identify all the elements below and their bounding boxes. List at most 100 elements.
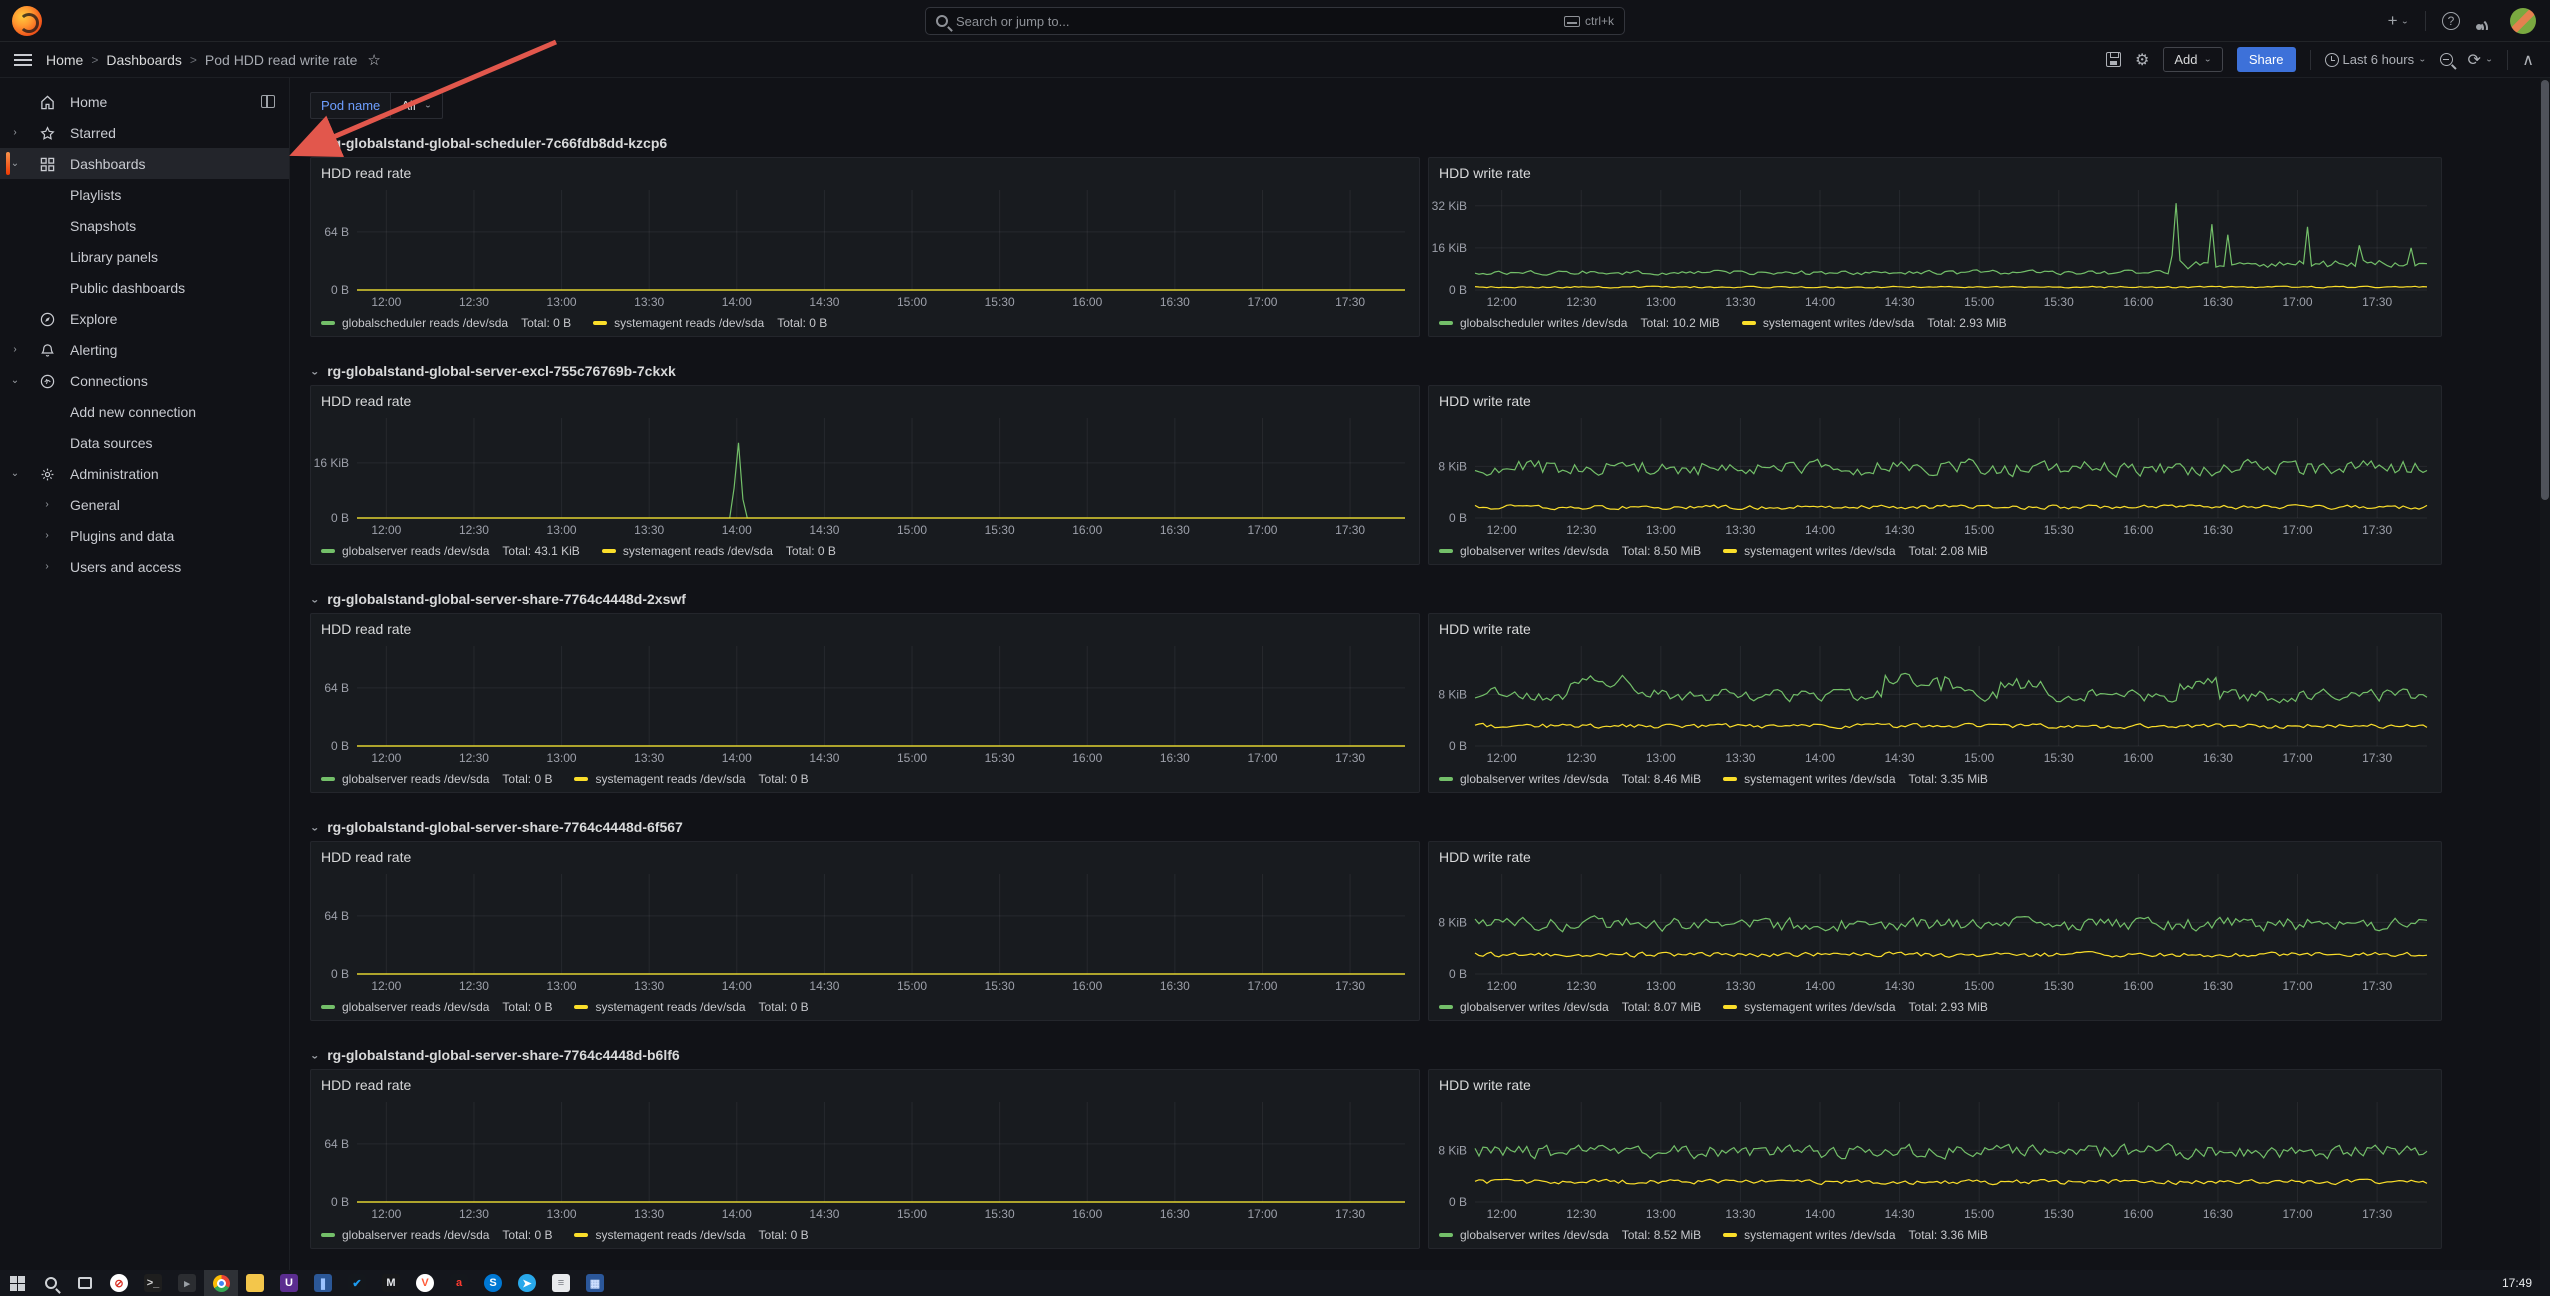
panel-title[interactable]: HDD write rate [1429, 386, 2441, 412]
taskbar-terminal[interactable]: ▸ [170, 1270, 204, 1296]
legend-item[interactable]: globalserver reads /dev/sdaTotal: 0 B [321, 1228, 552, 1242]
chevron-down-icon[interactable]: ⌄ [0, 158, 30, 169]
timeseries-chart[interactable]: 12:0012:3013:0013:3014:0014:3015:0015:30… [311, 1096, 1419, 1224]
timeseries-chart[interactable]: 12:0012:3013:0013:3014:0014:3015:0015:30… [1429, 868, 2441, 996]
sidebar-item-general[interactable]: ›General [0, 489, 289, 520]
variable-pod-name-label[interactable]: Pod name [310, 92, 390, 119]
row-header[interactable]: ⌄ rg-globalstand-global-server-excl-755c… [310, 357, 2550, 385]
sidebar-item-add-new-connection[interactable]: Add new connection [0, 396, 289, 427]
timeseries-chart[interactable]: 12:0012:3013:0013:3014:0014:3015:0015:30… [311, 184, 1419, 312]
row-header[interactable]: ⌄ rg-globalstand-global-server-share-776… [310, 585, 2550, 613]
panel-title[interactable]: HDD write rate [1429, 1070, 2441, 1096]
panel-title[interactable]: HDD read rate [311, 1070, 1419, 1096]
row-header[interactable]: ⌄ rg-globalstand-global-scheduler-7c66fd… [310, 129, 2550, 157]
taskbar-app-blue-window[interactable]: ❚ [306, 1270, 340, 1296]
legend-item[interactable]: globalserver writes /dev/sdaTotal: 8.50 … [1439, 544, 1701, 558]
panel-title[interactable]: HDD write rate [1429, 842, 2441, 868]
legend-item[interactable]: systemagent writes /dev/sdaTotal: 2.93 M… [1723, 1000, 1988, 1014]
favorite-star-icon[interactable]: ☆ [367, 51, 380, 69]
legend-item[interactable]: systemagent writes /dev/sdaTotal: 2.93 M… [1742, 316, 2007, 330]
timeseries-chart[interactable]: 12:0012:3013:0013:3014:0014:3015:0015:30… [311, 412, 1419, 540]
legend-item[interactable]: globalserver writes /dev/sdaTotal: 8.07 … [1439, 1000, 1701, 1014]
timeseries-chart[interactable]: 12:0012:3013:0013:3014:0014:3015:0015:30… [1429, 640, 2441, 768]
chevron-right-icon[interactable]: › [30, 530, 64, 541]
sidebar-item-library-panels[interactable]: Library panels [0, 241, 289, 272]
chevron-down-icon[interactable]: ⌄ [0, 375, 30, 386]
timeseries-chart[interactable]: 12:0012:3013:0013:3014:0014:3015:0015:30… [1429, 1096, 2441, 1224]
timeseries-chart[interactable]: 12:0012:3013:0013:3014:0014:3015:0015:30… [311, 640, 1419, 768]
taskbar-task-view-button[interactable] [68, 1270, 102, 1296]
taskbar-app-dark[interactable]: M [374, 1270, 408, 1296]
sidebar-item-data-sources[interactable]: Data sources [0, 427, 289, 458]
legend-item[interactable]: systemagent writes /dev/sdaTotal: 3.36 M… [1723, 1228, 1988, 1242]
chevron-right-icon[interactable]: › [30, 561, 64, 572]
taskbar-notepad[interactable]: ≡ [544, 1270, 578, 1296]
panel-title[interactable]: HDD write rate [1429, 614, 2441, 640]
sidebar-item-starred[interactable]: ›Starred [0, 117, 289, 148]
legend-item[interactable]: globalserver writes /dev/sdaTotal: 8.46 … [1439, 772, 1701, 786]
panel-title[interactable]: HDD read rate [311, 158, 1419, 184]
variable-pod-name-select[interactable]: All⌄ [390, 92, 443, 119]
taskbar-app-u-purple[interactable]: U [272, 1270, 306, 1296]
zoom-out-button[interactable] [2440, 53, 2453, 66]
taskbar-app-a-red[interactable]: a [442, 1270, 476, 1296]
breadcrumb-item[interactable]: Home [46, 52, 83, 68]
dock-menu-icon[interactable] [261, 95, 275, 108]
taskbar-app-check-blue[interactable]: ✔ [340, 1270, 374, 1296]
legend-item[interactable]: globalscheduler reads /dev/sdaTotal: 0 B [321, 316, 571, 330]
sidebar-item-administration[interactable]: ⌄Administration [0, 458, 289, 489]
taskbar-file-explorer[interactable] [238, 1270, 272, 1296]
taskbar-telegram[interactable]: ➤ [510, 1270, 544, 1296]
add-button[interactable]: Add⌄ [2163, 47, 2223, 72]
save-dashboard-button[interactable] [2106, 52, 2121, 67]
legend-item[interactable]: systemagent writes /dev/sdaTotal: 2.08 M… [1723, 544, 1988, 558]
legend-item[interactable]: systemagent reads /dev/sdaTotal: 0 B [574, 772, 808, 786]
chevron-right-icon[interactable]: › [0, 344, 30, 355]
news-icon[interactable] [2476, 12, 2494, 30]
taskbar-search-button[interactable] [34, 1270, 68, 1296]
panel-title[interactable]: HDD write rate [1429, 158, 2441, 184]
sidebar-item-alerting[interactable]: ›Alerting [0, 334, 289, 365]
sidebar-item-users-and-access[interactable]: ›Users and access [0, 551, 289, 582]
legend-item[interactable]: systemagent reads /dev/sdaTotal: 0 B [574, 1000, 808, 1014]
legend-item[interactable]: globalserver reads /dev/sdaTotal: 43.1 K… [321, 544, 580, 558]
taskbar-start-button[interactable] [0, 1270, 34, 1296]
collapse-toolbar-icon[interactable]: ∧ [2522, 50, 2534, 70]
panel-title[interactable]: HDD read rate [311, 842, 1419, 868]
dashboard-settings-icon[interactable]: ⚙ [2135, 50, 2149, 70]
sidebar-item-explore[interactable]: Explore [0, 303, 289, 334]
breadcrumb-item[interactable]: Dashboards [106, 52, 182, 68]
scrollbar-thumb[interactable] [2541, 80, 2549, 500]
avatar[interactable] [2510, 8, 2536, 34]
breadcrumb-item[interactable]: Pod HDD read write rate [205, 52, 358, 68]
chevron-down-icon[interactable]: ⌄ [0, 468, 30, 479]
sidebar-item-dashboards[interactable]: ⌄Dashboards [0, 148, 289, 179]
panel-title[interactable]: HDD read rate [311, 386, 1419, 412]
legend-item[interactable]: globalserver reads /dev/sdaTotal: 0 B [321, 1000, 552, 1014]
taskbar-app-blue-doc[interactable]: ▦ [578, 1270, 612, 1296]
chevron-right-icon[interactable]: › [30, 499, 64, 510]
legend-item[interactable]: systemagent reads /dev/sdaTotal: 0 B [602, 544, 836, 558]
sidebar-item-playlists[interactable]: Playlists [0, 179, 289, 210]
timeseries-chart[interactable]: 12:0012:3013:0013:3014:0014:3015:0015:30… [1429, 184, 2441, 312]
taskbar-command-prompt[interactable]: >_ [136, 1270, 170, 1296]
new-menu-button[interactable]: +⌄ [2388, 11, 2409, 31]
legend-item[interactable]: systemagent reads /dev/sdaTotal: 0 B [593, 316, 827, 330]
sidebar-item-public-dashboards[interactable]: Public dashboards [0, 272, 289, 303]
legend-item[interactable]: systemagent writes /dev/sdaTotal: 3.35 M… [1723, 772, 1988, 786]
legend-item[interactable]: systemagent reads /dev/sdaTotal: 0 B [574, 1228, 808, 1242]
taskbar-app-v-orange[interactable]: V [408, 1270, 442, 1296]
sidebar-item-home[interactable]: Home [0, 86, 289, 117]
page-scrollbar[interactable] [2540, 78, 2550, 1270]
taskbar-chrome[interactable] [204, 1270, 238, 1296]
sidebar-item-snapshots[interactable]: Snapshots [0, 210, 289, 241]
timeseries-chart[interactable]: 12:0012:3013:0013:3014:0014:3015:0015:30… [1429, 412, 2441, 540]
row-header[interactable]: ⌄ rg-globalstand-global-server-share-776… [310, 1041, 2550, 1069]
legend-item[interactable]: globalserver reads /dev/sdaTotal: 0 B [321, 772, 552, 786]
taskbar-app-red-badge[interactable]: ⊘ [102, 1270, 136, 1296]
timeseries-chart[interactable]: 12:0012:3013:0013:3014:0014:3015:0015:30… [311, 868, 1419, 996]
chevron-right-icon[interactable]: › [0, 127, 30, 138]
legend-item[interactable]: globalscheduler writes /dev/sdaTotal: 10… [1439, 316, 1720, 330]
menu-toggle-icon[interactable] [14, 54, 32, 66]
legend-item[interactable]: globalserver writes /dev/sdaTotal: 8.52 … [1439, 1228, 1701, 1242]
